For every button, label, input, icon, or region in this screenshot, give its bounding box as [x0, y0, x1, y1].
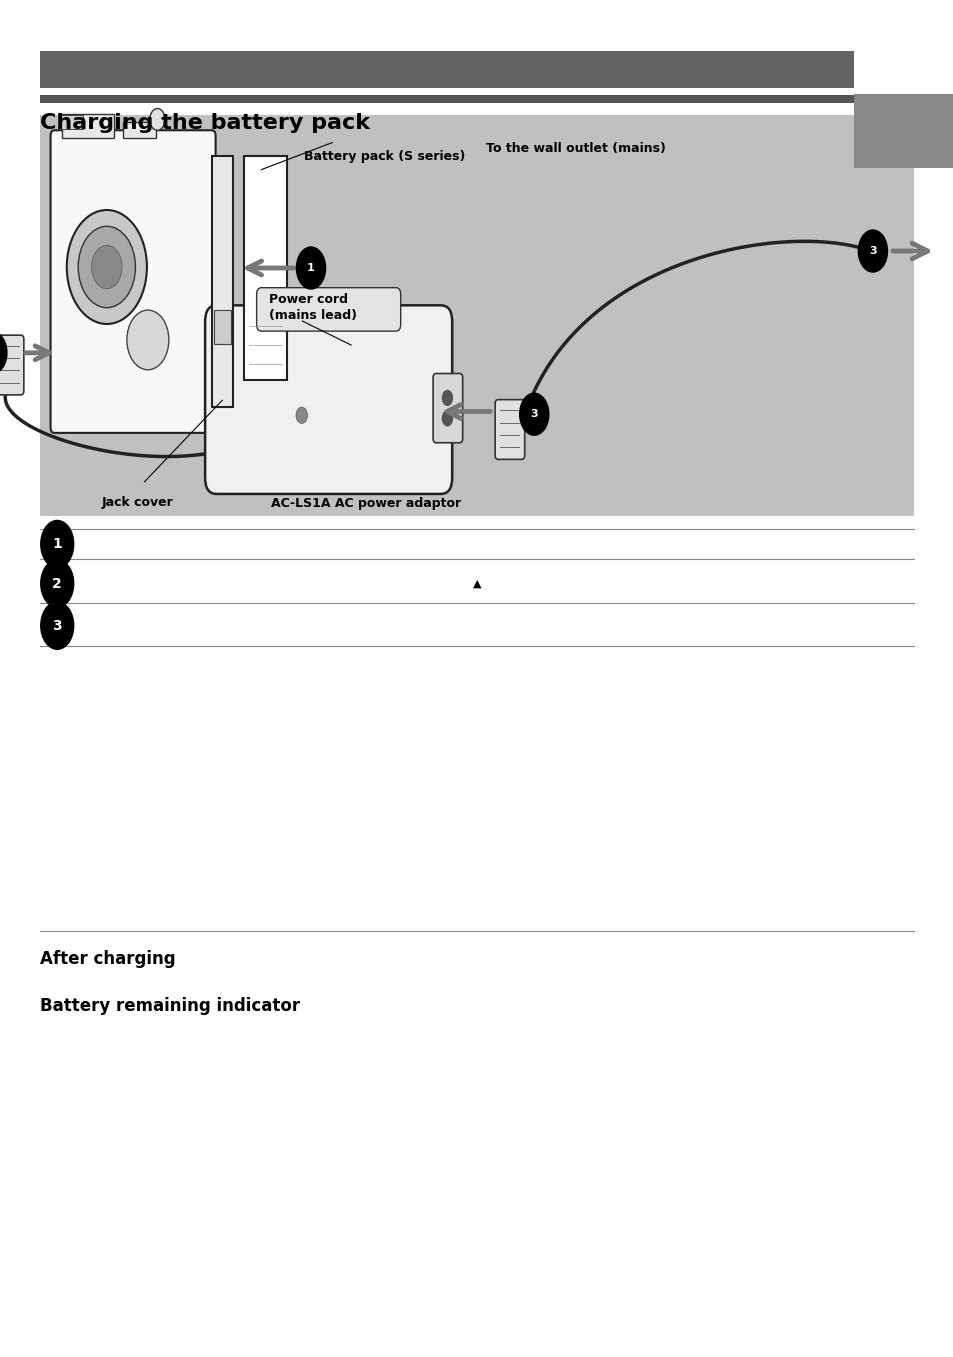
Bar — [40, 95, 853, 103]
Bar — [213, 311, 231, 345]
Circle shape — [40, 559, 74, 608]
Circle shape — [441, 389, 453, 406]
Text: Battery pack (S series): Battery pack (S series) — [303, 149, 465, 163]
FancyBboxPatch shape — [495, 399, 524, 459]
Circle shape — [127, 309, 169, 369]
Circle shape — [78, 227, 135, 308]
Circle shape — [0, 331, 8, 375]
Bar — [123, 122, 156, 138]
Circle shape — [40, 520, 74, 569]
Text: To the wall outlet (mains): To the wall outlet (mains) — [485, 142, 665, 156]
FancyBboxPatch shape — [51, 130, 215, 433]
Bar — [40, 50, 853, 88]
Text: After charging: After charging — [40, 950, 175, 968]
Bar — [853, 94, 953, 168]
Text: Battery remaining indicator: Battery remaining indicator — [40, 997, 300, 1015]
FancyBboxPatch shape — [205, 305, 452, 494]
Circle shape — [150, 109, 165, 130]
Bar — [40, 115, 913, 516]
Text: 1: 1 — [52, 537, 62, 551]
Text: Power cord
(mains lead): Power cord (mains lead) — [269, 293, 356, 322]
FancyBboxPatch shape — [256, 288, 400, 331]
Bar — [62, 114, 114, 138]
Circle shape — [441, 410, 453, 426]
Text: 3: 3 — [868, 246, 876, 256]
Circle shape — [295, 407, 307, 423]
Text: 3: 3 — [52, 619, 62, 632]
Text: Jack cover: Jack cover — [102, 495, 173, 509]
Circle shape — [67, 210, 147, 324]
Circle shape — [857, 229, 887, 273]
Circle shape — [518, 392, 549, 436]
Circle shape — [91, 246, 122, 289]
Text: 1: 1 — [307, 263, 314, 273]
Circle shape — [295, 247, 326, 289]
Text: Charging the battery pack: Charging the battery pack — [40, 113, 370, 133]
Bar — [212, 156, 233, 407]
Circle shape — [40, 601, 74, 650]
FancyBboxPatch shape — [0, 335, 24, 395]
Text: ▲: ▲ — [473, 578, 480, 589]
Text: AC-LS1A AC power adaptor: AC-LS1A AC power adaptor — [272, 497, 461, 510]
Text: 2: 2 — [52, 577, 62, 590]
Bar — [59, 115, 83, 129]
Text: 3: 3 — [530, 410, 537, 419]
Bar — [244, 156, 287, 380]
FancyBboxPatch shape — [433, 373, 462, 442]
